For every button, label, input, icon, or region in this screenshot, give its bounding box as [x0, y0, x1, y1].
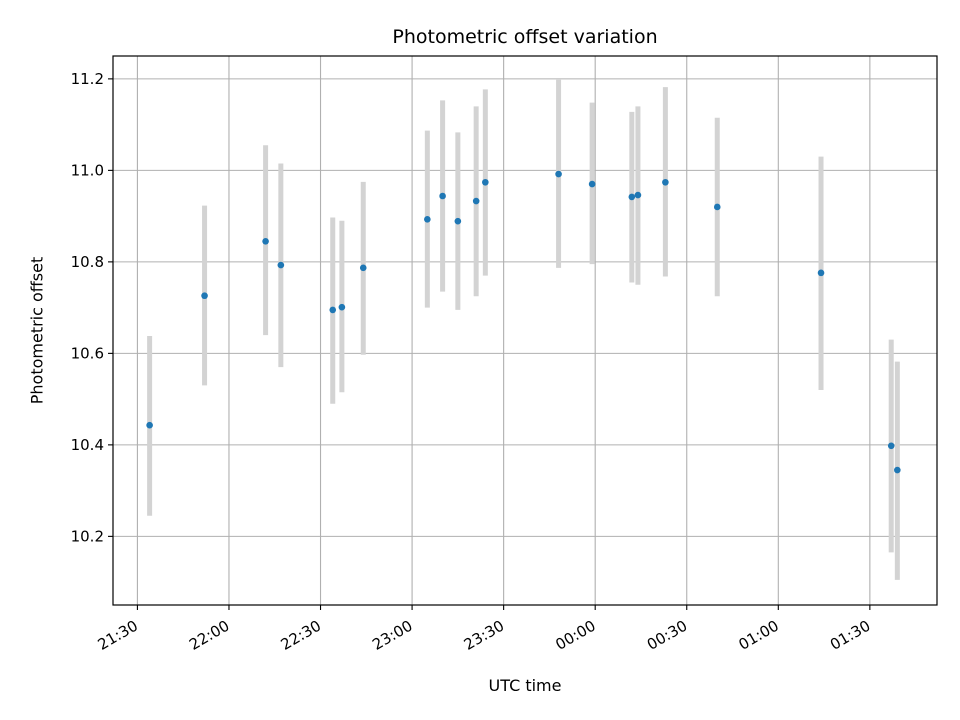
y-axis-label: Photometric offset: [28, 257, 47, 405]
data-point: [454, 217, 462, 225]
data-point: [894, 466, 901, 474]
chart-title: Photometric offset variation: [392, 26, 657, 48]
y-tick-label: 10.2: [71, 527, 104, 545]
x-tick-label: 01:30: [827, 617, 873, 654]
x-tick-label: 22:00: [186, 617, 232, 654]
data-point: [482, 178, 489, 186]
x-tick-label: 01:00: [735, 617, 781, 654]
x-axis-label: UTC time: [489, 676, 562, 695]
data-point: [329, 306, 337, 314]
data-point: [588, 180, 596, 188]
data-point: [359, 264, 367, 272]
data-point: [439, 192, 446, 200]
data-point: [146, 421, 153, 429]
plot-frame: [112, 55, 938, 606]
data-points: [146, 170, 901, 474]
data-point: [472, 197, 480, 205]
y-tick-label: 11.2: [71, 70, 104, 88]
x-tick-label: 00:00: [552, 617, 598, 654]
data-point: [628, 193, 636, 201]
data-point: [277, 261, 285, 269]
grid-lines: [113, 56, 937, 605]
y-tick-label: 10.8: [71, 253, 104, 271]
x-tick-label: 23:00: [369, 617, 415, 654]
data-point: [662, 178, 669, 186]
data-point: [424, 216, 431, 223]
x-tick-label: 21:30: [95, 617, 141, 654]
y-tick-label: 11.0: [71, 161, 104, 179]
x-tick-label: 00:30: [644, 617, 690, 654]
data-point: [262, 237, 269, 245]
y-tick-label: 10.6: [71, 344, 104, 362]
data-point: [817, 269, 825, 277]
axis-ticks: 21:30 22:00 22:30 23:00 23:30 00:00 00:30 01:00…: [71, 70, 874, 654]
data-point: [634, 191, 642, 199]
data-point: [555, 170, 562, 178]
y-tick-label: 10.4: [71, 436, 104, 454]
data-point: [887, 442, 895, 450]
error-bars: [147, 79, 900, 580]
data-point: [338, 303, 346, 311]
x-tick-label: 23:30: [461, 617, 507, 654]
x-tick-label: 22:30: [278, 617, 324, 654]
data-point: [713, 203, 721, 211]
data-point: [201, 292, 208, 300]
